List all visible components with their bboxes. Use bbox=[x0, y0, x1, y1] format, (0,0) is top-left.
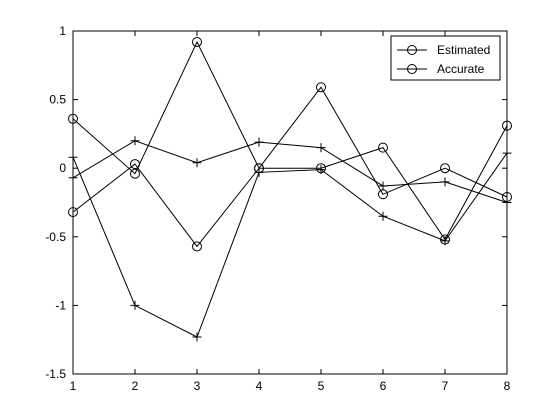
series-3-point bbox=[440, 236, 450, 246]
x-tick-label: 7 bbox=[442, 379, 449, 393]
series-2-point bbox=[130, 159, 140, 170]
x-tick-label: 8 bbox=[504, 379, 511, 393]
series-4-point bbox=[254, 137, 264, 147]
plot-background bbox=[73, 31, 507, 374]
axes-layer: 1 2 3 4 5 6 7 8 -1.5 -1 -0.5 0 0.5 1 bbox=[45, 24, 510, 393]
series-1-point bbox=[316, 82, 326, 93]
legend-label-estimated: Estimated bbox=[437, 43, 490, 57]
y-tick-label: 1 bbox=[59, 24, 66, 38]
y-tick-label: -1 bbox=[55, 298, 66, 312]
x-tick-label: 5 bbox=[318, 379, 325, 393]
series-3-line bbox=[72, 152, 508, 338]
x-tick-label: 3 bbox=[194, 379, 201, 393]
x-tick-label: 4 bbox=[256, 379, 263, 393]
legend-marker-estimated bbox=[407, 45, 417, 55]
series-1-point bbox=[130, 168, 140, 179]
axes-frame bbox=[72, 30, 508, 375]
series-1-point bbox=[440, 163, 450, 174]
series-4-point bbox=[316, 143, 326, 153]
y-tick-label: -0.5 bbox=[45, 230, 66, 244]
legend-label-accurate: Accurate bbox=[437, 62, 485, 76]
y-tick-label: 0.5 bbox=[49, 93, 66, 107]
series-3-point bbox=[130, 300, 140, 310]
series-1-line bbox=[72, 40, 508, 198]
series-1-point bbox=[192, 36, 202, 47]
series-2-point bbox=[378, 142, 388, 153]
plot-area bbox=[73, 31, 507, 374]
series-2-line bbox=[72, 125, 508, 248]
series-3-point bbox=[316, 165, 326, 175]
y-tick-label: -1.5 bbox=[45, 367, 66, 381]
series-layer bbox=[68, 36, 512, 342]
x-tick-label: 6 bbox=[380, 379, 387, 393]
series-3-point bbox=[192, 332, 202, 342]
series-4-point bbox=[440, 177, 450, 187]
series-2-point bbox=[192, 241, 202, 252]
series-4-point bbox=[192, 158, 202, 168]
x-tick-label: 1 bbox=[70, 379, 77, 393]
series-4-point bbox=[378, 181, 388, 191]
series-4-line bbox=[72, 140, 508, 203]
legend: Estimated Accurate bbox=[390, 35, 501, 81]
legend-marker-accurate bbox=[407, 64, 417, 74]
series-3-point bbox=[254, 167, 264, 177]
series-3-point bbox=[378, 211, 388, 221]
y-tick-label: 0 bbox=[59, 161, 66, 175]
series-4-point bbox=[130, 136, 140, 146]
x-tick-label: 2 bbox=[132, 379, 139, 393]
